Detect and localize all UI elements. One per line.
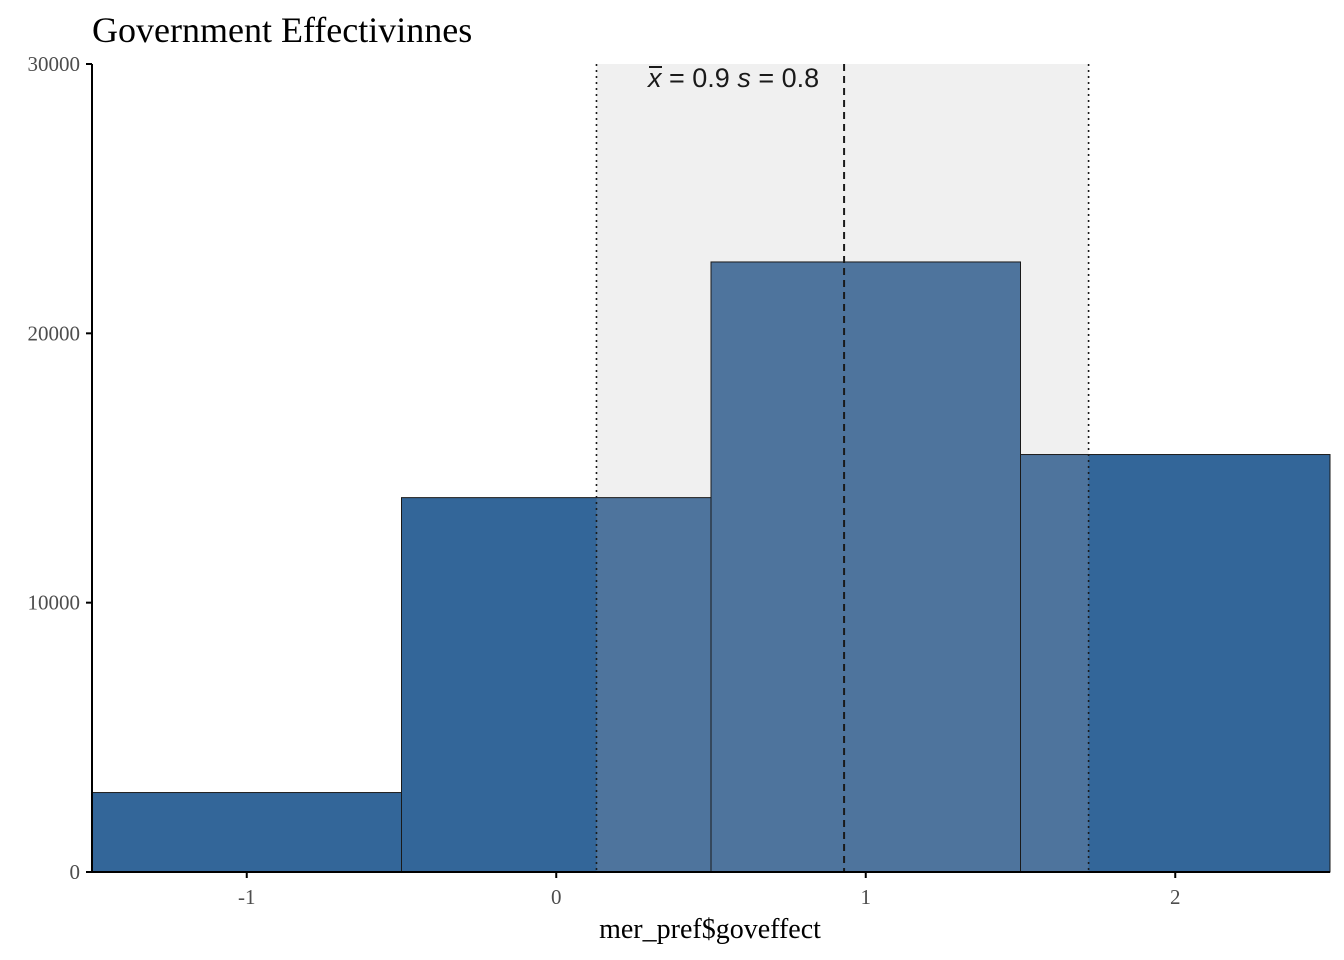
histogram-bar-highlight-2 <box>596 497 711 872</box>
y-tick-label: 30000 <box>28 52 81 76</box>
mean-value-text: = 0.9 <box>662 63 738 93</box>
sd-value-text: = 0.8 <box>751 63 819 93</box>
x-tick-label: -1 <box>238 885 256 909</box>
histogram-bar-highlight-3 <box>711 261 1021 872</box>
x-axis-label: mer_pref$goveffect <box>599 914 821 945</box>
x-tick-label: 1 <box>861 885 872 909</box>
sd-symbol: s <box>737 63 751 93</box>
chart-title: Government Effectivinnes <box>92 10 472 50</box>
mean-sd-annotation: x = 0.9 s = 0.8 <box>646 63 819 93</box>
mean-symbol: x <box>646 63 663 93</box>
y-tick-label: 20000 <box>28 321 81 345</box>
histogram-bar-1 <box>92 792 402 872</box>
y-tick-label: 0 <box>70 860 81 884</box>
histogram-bar-highlight-4 <box>1020 454 1089 872</box>
x-tick-label: 0 <box>551 885 562 909</box>
plot-area: 0 10000 20000 30000 -1 0 1 2 <box>28 52 1331 909</box>
y-tick-label: 10000 <box>28 591 81 615</box>
x-tick-label: 2 <box>1170 885 1181 909</box>
